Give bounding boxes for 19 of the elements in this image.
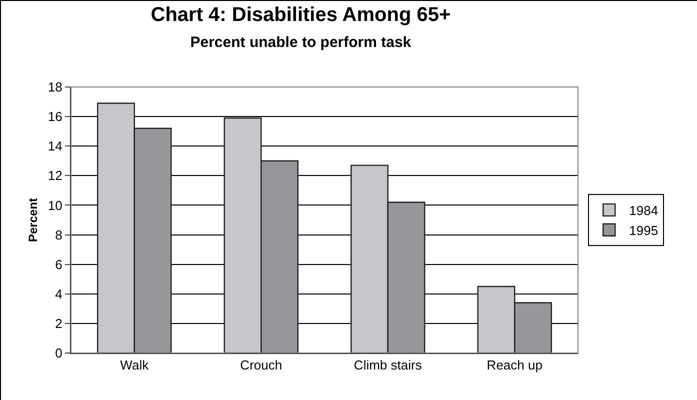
y-tick-label: 8 xyxy=(55,227,62,242)
x-tick-label: Walk xyxy=(120,358,150,373)
y-tick-label: 0 xyxy=(55,346,62,361)
y-tick-label: 2 xyxy=(55,316,62,331)
y-tick-label: 14 xyxy=(48,138,62,154)
y-tick-label: 16 xyxy=(48,109,62,124)
y-tick-label: 6 xyxy=(55,256,62,272)
x-tick-label: Reach up xyxy=(486,358,542,373)
chart-subtitle: Percent unable to perform task xyxy=(190,34,412,51)
x-tick-label: Climb stairs xyxy=(354,358,422,373)
y-tick-label: 4 xyxy=(55,286,62,302)
chart-title: Chart 4: Disabilities Among 65+ xyxy=(150,4,451,26)
x-tick-label: Crouch xyxy=(240,358,282,373)
y-tick-label: 10 xyxy=(48,198,62,213)
y-axis-title: Percent xyxy=(26,198,40,242)
y-tick-label: 12 xyxy=(48,168,62,184)
y-tick-label: 18 xyxy=(48,80,62,95)
legend-label: 1984 xyxy=(629,203,658,218)
legend-label: 1995 xyxy=(629,222,658,238)
